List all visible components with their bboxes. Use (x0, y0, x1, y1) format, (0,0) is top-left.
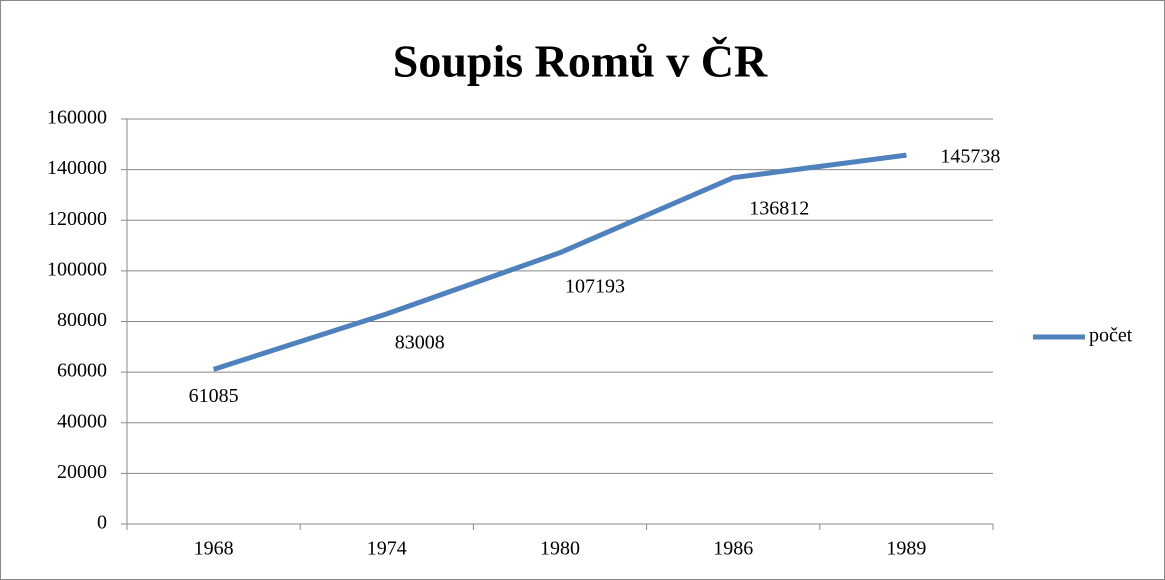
x-tick-label: 1974 (367, 538, 407, 560)
y-tick-label: 120000 (47, 208, 107, 230)
data-label: 61085 (189, 385, 239, 407)
x-tick-label: 1989 (886, 538, 926, 560)
y-tick-label: 40000 (57, 410, 107, 432)
y-tick-label: 80000 (57, 309, 107, 331)
data-label: 136812 (749, 197, 809, 219)
data-label: 107193 (565, 275, 625, 297)
y-tick-label: 60000 (57, 360, 107, 382)
data-label: 83008 (395, 331, 445, 353)
y-tick-label: 20000 (57, 461, 107, 483)
data-label: 145738 (940, 146, 1000, 168)
y-tick-label: 0 (97, 512, 107, 534)
x-tick-label: 1968 (194, 538, 234, 560)
x-tick-label: 1986 (713, 538, 753, 560)
y-tick-label: 140000 (47, 157, 107, 179)
y-tick-label: 160000 (47, 107, 107, 129)
x-tick-label: 1980 (540, 538, 580, 560)
chart-title: Soupis Romů v ČR (393, 36, 768, 87)
line (212, 152, 907, 372)
y-tick-label: 100000 (47, 258, 107, 280)
legend-label: počet (1089, 325, 1133, 347)
